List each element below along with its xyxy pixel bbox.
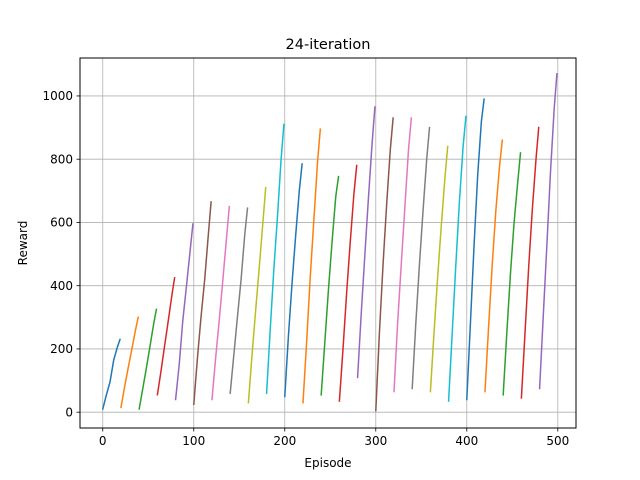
series-line xyxy=(520,126,540,399)
series-lines xyxy=(101,72,558,412)
series-line xyxy=(229,207,249,395)
series-line xyxy=(356,106,376,379)
y-tick-label: 600 xyxy=(50,216,73,230)
series-line xyxy=(265,123,285,394)
series-line xyxy=(393,117,413,393)
series-line xyxy=(538,72,558,390)
x-tick-label: 300 xyxy=(364,434,387,448)
x-axis-ticks: 0 100 200 300 400 500 xyxy=(99,428,569,448)
x-tick-label: 0 xyxy=(99,434,107,448)
series-line xyxy=(174,223,194,401)
y-tick-label: 400 xyxy=(50,279,73,293)
series-line xyxy=(156,276,176,396)
series-line xyxy=(484,139,504,393)
series-line xyxy=(192,201,212,406)
series-line xyxy=(284,163,303,398)
series-line xyxy=(302,128,322,404)
y-tick-label: 800 xyxy=(50,152,73,166)
x-tick-label: 100 xyxy=(182,434,205,448)
y-tick-label: 1000 xyxy=(42,89,73,103)
plot-frame xyxy=(79,57,577,429)
series-line xyxy=(320,175,340,396)
chart-title: 24-iteration xyxy=(286,37,371,53)
y-axis-title: Reward xyxy=(16,221,30,266)
series-line xyxy=(429,145,449,393)
y-tick-label: 0 xyxy=(65,405,73,419)
series-line xyxy=(411,126,431,390)
series-line xyxy=(502,152,522,396)
x-axis-title: Episode xyxy=(304,456,351,470)
series-line xyxy=(138,308,158,410)
series-line xyxy=(375,117,394,412)
y-axis-ticks: 0 200 400 600 800 1000 xyxy=(42,89,80,419)
series-line xyxy=(120,316,140,409)
x-tick-label: 400 xyxy=(455,434,478,448)
series-line xyxy=(101,338,121,410)
series-line xyxy=(466,98,485,401)
series-line xyxy=(247,186,267,404)
x-tick-label: 200 xyxy=(273,434,296,448)
series-line xyxy=(338,164,358,402)
x-tick-label: 500 xyxy=(546,434,569,448)
series-line xyxy=(211,205,231,401)
series-line xyxy=(447,115,467,402)
y-tick-label: 200 xyxy=(50,342,73,356)
